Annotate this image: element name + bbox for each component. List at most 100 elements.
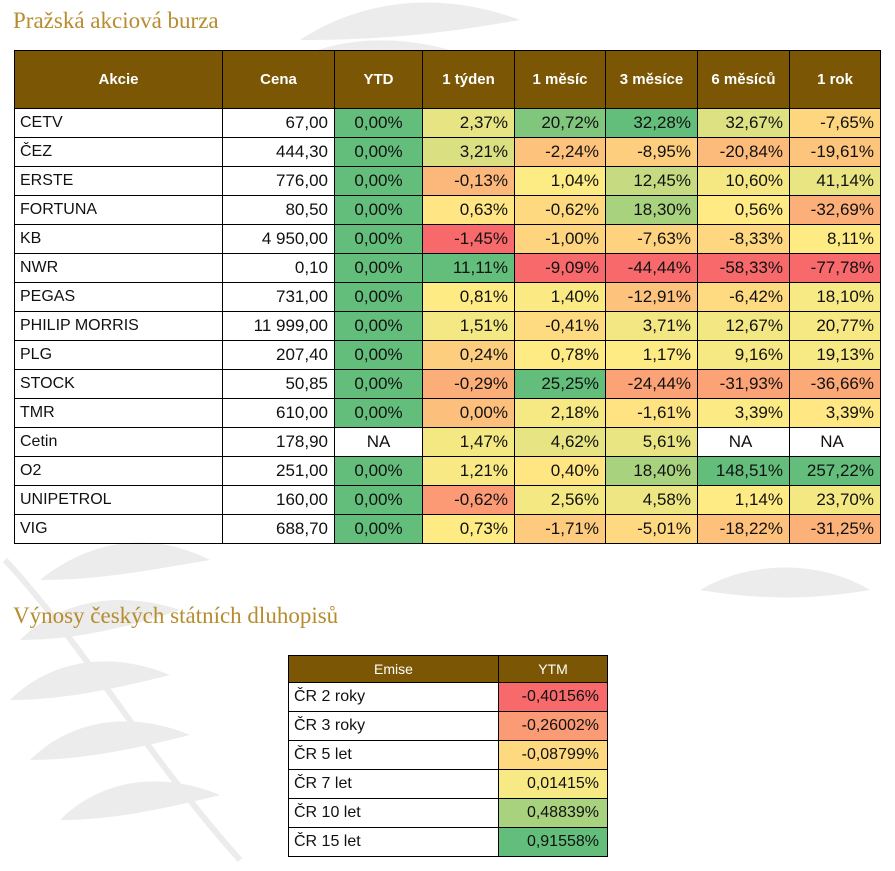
change-cell: 23,70% — [789, 485, 881, 515]
stock-row: ČEZ 444,30 0,00% 3,21% -2,24% -8,95% -20,84% -1… — [14, 137, 881, 167]
change-cell: NA — [789, 427, 881, 457]
stock-name: PLG — [14, 340, 223, 370]
change-cell: -19,61% — [789, 137, 881, 167]
change-cell: -20,84% — [697, 137, 790, 167]
stock-name: NWR — [14, 253, 223, 283]
bonds-table: Emise YTM ČR 2 roky -0,40156% ČR 3 roky -0,… — [288, 655, 608, 857]
bond-ytm: -0,40156% — [498, 682, 608, 712]
column-header: 3 měsíce — [605, 50, 698, 109]
change-cell: 4,58% — [605, 485, 698, 515]
change-cell: 18,30% — [605, 195, 698, 225]
stock-row: VIG 688,70 0,00% 0,73% -1,71% -5,01% -18,22% -3… — [14, 514, 881, 544]
stock-name: STOCK — [14, 369, 223, 399]
change-cell: -8,33% — [697, 224, 790, 254]
stock-row: PEGAS 731,00 0,00% 0,81% 1,40% -12,91% -6,42% 1… — [14, 282, 881, 312]
change-cell: 0,00% — [334, 514, 423, 544]
change-cell: -58,33% — [697, 253, 790, 283]
change-cell: 32,67% — [697, 108, 790, 138]
column-header: YTM — [498, 655, 608, 683]
stock-price: 11 999,00 — [222, 311, 335, 341]
change-cell: -1,61% — [605, 398, 698, 428]
change-cell: 0,00% — [334, 398, 423, 428]
change-cell: 0,00% — [334, 456, 423, 486]
change-cell: 0,00% — [334, 485, 423, 515]
stock-row: TMR 610,00 0,00% 0,00% 2,18% -1,61% 3,39% 3,39% — [14, 398, 881, 428]
bond-ytm: 0,48839% — [498, 798, 608, 828]
change-cell: 0,00% — [334, 369, 423, 399]
stock-row: PLG 207,40 0,00% 0,24% 0,78% 1,17% 9,16% 19,13% — [14, 340, 881, 370]
stock-price: 50,85 — [222, 369, 335, 399]
bond-emise: ČR 3 roky — [288, 711, 499, 741]
stock-price: 160,00 — [222, 485, 335, 515]
bond-row: ČR 15 let 0,91558% — [288, 827, 608, 857]
stock-name: Cetin — [14, 427, 223, 457]
change-cell: 0,00% — [334, 311, 423, 341]
change-cell: -44,44% — [605, 253, 698, 283]
stock-price: 80,50 — [222, 195, 335, 225]
change-cell: 3,21% — [422, 137, 515, 167]
stock-price: 731,00 — [222, 282, 335, 312]
change-cell: 2,56% — [514, 485, 606, 515]
bond-row: ČR 7 let 0,01415% — [288, 769, 608, 799]
change-cell: 0,81% — [422, 282, 515, 312]
stock-price: 251,00 — [222, 456, 335, 486]
change-cell: -18,22% — [697, 514, 790, 544]
change-cell: -6,42% — [697, 282, 790, 312]
stock-name: PHILIP MORRIS — [14, 311, 223, 341]
column-header: 1 týden — [422, 50, 515, 109]
column-header: Akcie — [14, 50, 223, 109]
stock-name: ERSTE — [14, 166, 223, 196]
change-cell: NA — [697, 427, 790, 457]
change-cell: 1,14% — [697, 485, 790, 515]
change-cell: 8,11% — [789, 224, 881, 254]
change-cell: 2,37% — [422, 108, 515, 138]
bonds-header-row: Emise YTM — [288, 655, 608, 683]
stock-price: 67,00 — [222, 108, 335, 138]
change-cell: -0,41% — [514, 311, 606, 341]
bond-row: ČR 3 roky -0,26002% — [288, 711, 608, 741]
change-cell: -0,62% — [514, 195, 606, 225]
bond-emise: ČR 2 roky — [288, 682, 499, 712]
change-cell: -7,65% — [789, 108, 881, 138]
change-cell: 12,45% — [605, 166, 698, 196]
change-cell: 19,13% — [789, 340, 881, 370]
change-cell: 0,00% — [334, 195, 423, 225]
change-cell: 9,16% — [697, 340, 790, 370]
column-header: 1 rok — [789, 50, 881, 109]
stock-price: 444,30 — [222, 137, 335, 167]
change-cell: -8,95% — [605, 137, 698, 167]
change-cell: 3,39% — [697, 398, 790, 428]
change-cell: 32,28% — [605, 108, 698, 138]
change-cell: 4,62% — [514, 427, 606, 457]
change-cell: 257,22% — [789, 456, 881, 486]
change-cell: 0,40% — [514, 456, 606, 486]
change-cell: 148,51% — [697, 456, 790, 486]
bond-row: ČR 2 roky -0,40156% — [288, 682, 608, 712]
column-header: Cena — [222, 50, 335, 109]
bond-emise: ČR 7 let — [288, 769, 499, 799]
change-cell: 0,00% — [334, 282, 423, 312]
change-cell: -77,78% — [789, 253, 881, 283]
change-cell: 0,56% — [697, 195, 790, 225]
change-cell: -1,45% — [422, 224, 515, 254]
bond-row: ČR 10 let 0,48839% — [288, 798, 608, 828]
stock-row: STOCK 50,85 0,00% -0,29% 25,25% -24,44% -31,93… — [14, 369, 881, 399]
change-cell: 0,00% — [334, 166, 423, 196]
change-cell: -31,25% — [789, 514, 881, 544]
change-cell: -9,09% — [514, 253, 606, 283]
change-cell: -0,29% — [422, 369, 515, 399]
bond-ytm: 0,01415% — [498, 769, 608, 799]
stock-name: ČEZ — [14, 137, 223, 167]
change-cell: 18,40% — [605, 456, 698, 486]
change-cell: 0,00% — [334, 340, 423, 370]
stock-row: ERSTE 776,00 0,00% -0,13% 1,04% 12,45% 10,60% 4… — [14, 166, 881, 196]
stock-row: PHILIP MORRIS 11 999,00 0,00% 1,51% -0,41% 3,… — [14, 311, 881, 341]
bonds-heading: Výnosy českých státních dluhopisů — [13, 603, 339, 628]
change-cell: -31,93% — [697, 369, 790, 399]
bond-ytm: -0,08799% — [498, 740, 608, 770]
change-cell: NA — [334, 427, 423, 457]
bond-emise: ČR 10 let — [288, 798, 499, 828]
change-cell: 5,61% — [605, 427, 698, 457]
stock-row: UNIPETROL 160,00 0,00% -0,62% 2,56% 4,58% 1,14… — [14, 485, 881, 515]
change-cell: -1,00% — [514, 224, 606, 254]
